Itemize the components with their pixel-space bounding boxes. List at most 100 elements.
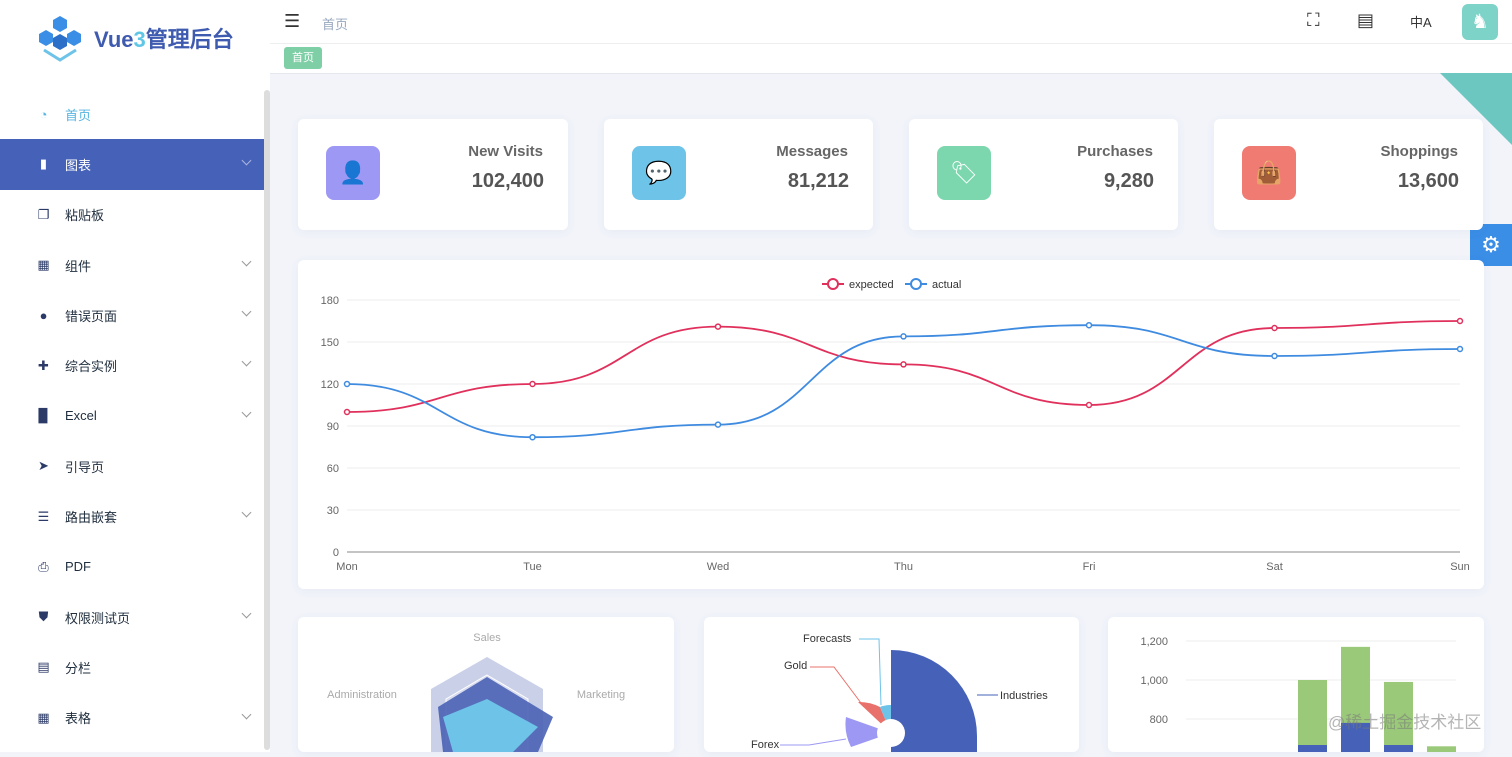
chart-icon: ▮	[39, 156, 48, 172]
language-icon[interactable]: 中A	[1410, 15, 1432, 30]
bar-segment	[1298, 745, 1327, 752]
pie-label: Industries	[1000, 690, 1048, 702]
bar-segment	[1384, 745, 1413, 752]
legend-label: expected	[849, 279, 894, 291]
data-point	[529, 433, 536, 441]
radar-label: Sales	[473, 632, 501, 644]
sidebar: Vue3管理后台 ◔ 首页 ▮ 图表 ❐ 粘贴板 ▦ 组件 ● 错误页面 ✚ 综合实例 ▉ Excel ➤ 引…	[0, 0, 270, 752]
bar	[1384, 681, 1413, 752]
tags-view: 首页	[270, 44, 1512, 74]
breadcrumb[interactable]: 首页	[322, 17, 349, 32]
sidebar-item-2[interactable]: ❐ 粘贴板	[0, 190, 270, 240]
sidebar-item-8[interactable]: ☰ 路由嵌套	[0, 491, 270, 541]
watermark: @稀土掘金技术社区	[1328, 713, 1482, 732]
logo[interactable]: Vue3管理后台	[36, 14, 234, 62]
bar-chart-panel: 800 1,000 1,200	[1108, 617, 1484, 752]
sidebar-item-label: 权限测试页	[65, 610, 131, 626]
y-tick-label: 800	[1150, 714, 1168, 726]
stat-card-shoppings[interactable]: 👜 Shoppings 13,600	[1214, 119, 1483, 230]
table-icon: ▦	[37, 709, 50, 725]
layout-size-icon[interactable]: ▤	[1357, 10, 1375, 30]
pie-chart-panel: Industries Forecasts Gold Forex	[704, 617, 1079, 752]
avatar[interactable]: ♞	[1462, 4, 1498, 40]
sidebar-item-label: 路由嵌套	[65, 510, 118, 526]
stat-value: 13,600	[1397, 170, 1459, 192]
sidebar-item-1[interactable]: ▮ 图表	[0, 139, 270, 190]
sidebar-item-10[interactable]: ⛊ 权限测试页	[0, 592, 270, 642]
nested-icon: ☰	[37, 508, 50, 524]
message-icon: 💬	[632, 146, 686, 200]
stat-card-messages[interactable]: 💬 Messages 81,212	[604, 119, 873, 230]
sidebar-item-label: 图表	[65, 157, 92, 173]
y-tick-label: 1,200	[1140, 636, 1168, 648]
x-tick-label: Sun	[1450, 561, 1470, 573]
x-tick-label: Fri	[1083, 561, 1096, 573]
radar-label: Marketing	[577, 689, 625, 701]
stat-value: 9,280	[1103, 170, 1154, 192]
settings-gear-icon[interactable]: ⚙	[1470, 224, 1512, 266]
pie-label: Gold	[784, 660, 807, 672]
chevron-down-icon	[241, 608, 252, 619]
example-icon: ✚	[38, 357, 49, 373]
component-icon: ▦	[37, 257, 50, 273]
chevron-down-icon	[241, 306, 252, 317]
radar-chart-panel: Sales Administration Marketing	[298, 617, 674, 753]
hamburger-icon[interactable]: ☰	[284, 11, 301, 31]
sidebar-item-9[interactable]: ⎙ PDF	[0, 542, 270, 592]
sidebar-item-label: 综合实例	[65, 359, 118, 375]
sidebar-menu: ◔ 首页 ▮ 图表 ❐ 粘贴板 ▦ 组件 ● 错误页面 ✚ 综合实例 ▉ Excel ➤ 引导页 ☰ 路由嵌套 ⎙ P…	[0, 89, 270, 743]
data-point	[1085, 401, 1093, 409]
sidebar-item-label: 错误页面	[65, 308, 118, 324]
bar-chart: 800 1,000 1,200	[1140, 636, 1456, 752]
chevron-down-icon	[241, 256, 252, 267]
stat-value: 81,212	[787, 170, 849, 192]
app-title-suffix: 管理后台	[145, 27, 234, 52]
stat-card-purchases[interactable]: 🏷 Purchases 9,280	[909, 119, 1178, 230]
fullscreen-icon[interactable]: ⛶	[1307, 10, 1320, 30]
chevron-down-icon	[241, 709, 252, 720]
lock-icon: ⛊	[38, 609, 49, 625]
stat-value: 102,400	[471, 170, 544, 192]
data-point	[529, 380, 536, 388]
sidebar-item-label: 引导页	[65, 459, 105, 475]
sidebar-item-label: 组件	[65, 258, 92, 274]
data-point	[1085, 321, 1093, 329]
sidebar-item-4[interactable]: ● 错误页面	[0, 290, 270, 340]
tag-home[interactable]: 首页	[284, 47, 322, 69]
app-title: Vue	[94, 27, 134, 52]
dashboard-icon: ◔	[39, 106, 48, 122]
y-tick-label: 120	[321, 379, 339, 391]
sidebar-item-0[interactable]: ◔ 首页	[0, 89, 270, 139]
sidebar-item-label: PDF	[65, 559, 91, 575]
chevron-down-icon	[241, 407, 252, 418]
sidebar-scrollbar[interactable]	[264, 90, 270, 750]
logo-icon	[39, 16, 81, 62]
y-tick-label: 0	[333, 547, 339, 559]
data-point	[1456, 345, 1464, 353]
radar-label: Administration	[327, 689, 397, 701]
app-title-num: 3	[133, 27, 146, 52]
stat-label: Purchases	[1077, 143, 1153, 160]
404-icon: ●	[39, 307, 48, 323]
data-point	[1271, 324, 1278, 332]
data-point	[714, 323, 722, 330]
user-add-icon: 👤	[326, 146, 380, 200]
sidebar-item-6[interactable]: ▉ Excel	[0, 391, 270, 441]
tag-icon: 🏷	[937, 146, 991, 200]
chevron-down-icon	[241, 357, 252, 367]
x-tick-label: Sat	[1266, 561, 1283, 573]
columns-icon: ▤	[37, 659, 50, 675]
sidebar-item-12[interactable]: ▦ 表格	[0, 693, 270, 743]
data-point	[1271, 352, 1278, 360]
excel-icon: ▉	[38, 407, 49, 423]
chevron-down-icon	[241, 507, 252, 518]
pie-label: Forecasts	[803, 633, 852, 645]
sidebar-item-11[interactable]: ▤ 分栏	[0, 642, 270, 692]
x-tick-label: Tue	[523, 561, 542, 573]
pdf-icon: ⎙	[38, 558, 49, 574]
data-point	[1456, 317, 1464, 325]
sidebar-item-5[interactable]: ✚ 综合实例	[0, 340, 270, 390]
sidebar-item-7[interactable]: ➤ 引导页	[0, 441, 270, 491]
stat-card-new-visits[interactable]: 👤 New Visits 102,400	[298, 119, 568, 230]
sidebar-item-3[interactable]: ▦ 组件	[0, 240, 270, 290]
